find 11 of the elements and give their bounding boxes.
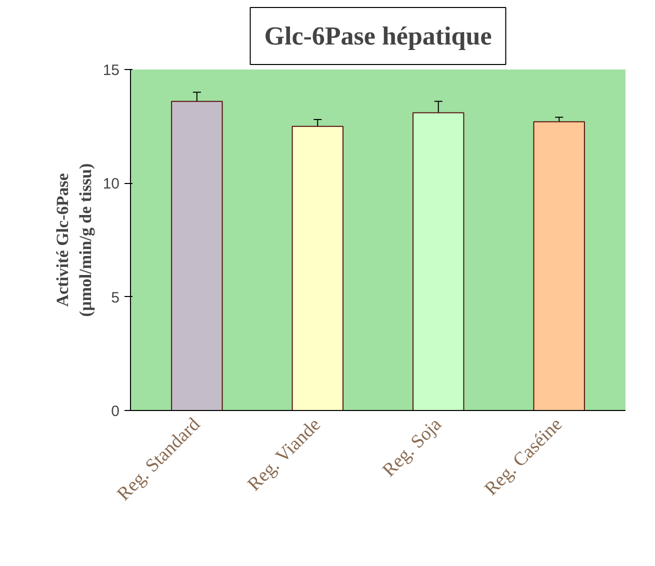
bar: [292, 126, 344, 410]
y-tick-label: 15: [102, 62, 120, 79]
bar: [533, 121, 585, 410]
x-tick-label: Reg. Soja: [378, 414, 446, 482]
y-tick-label: 5: [111, 289, 120, 306]
y-axis-title: Activité Glc-6Pase (µmol/min/g de tissu): [53, 163, 95, 317]
chart-title: Glc-6Pase hépatique: [264, 22, 492, 50]
y-tick-label: 10: [102, 176, 120, 193]
y-tick-label: 0: [111, 403, 120, 420]
bar: [412, 112, 464, 410]
bar: [171, 100, 223, 410]
